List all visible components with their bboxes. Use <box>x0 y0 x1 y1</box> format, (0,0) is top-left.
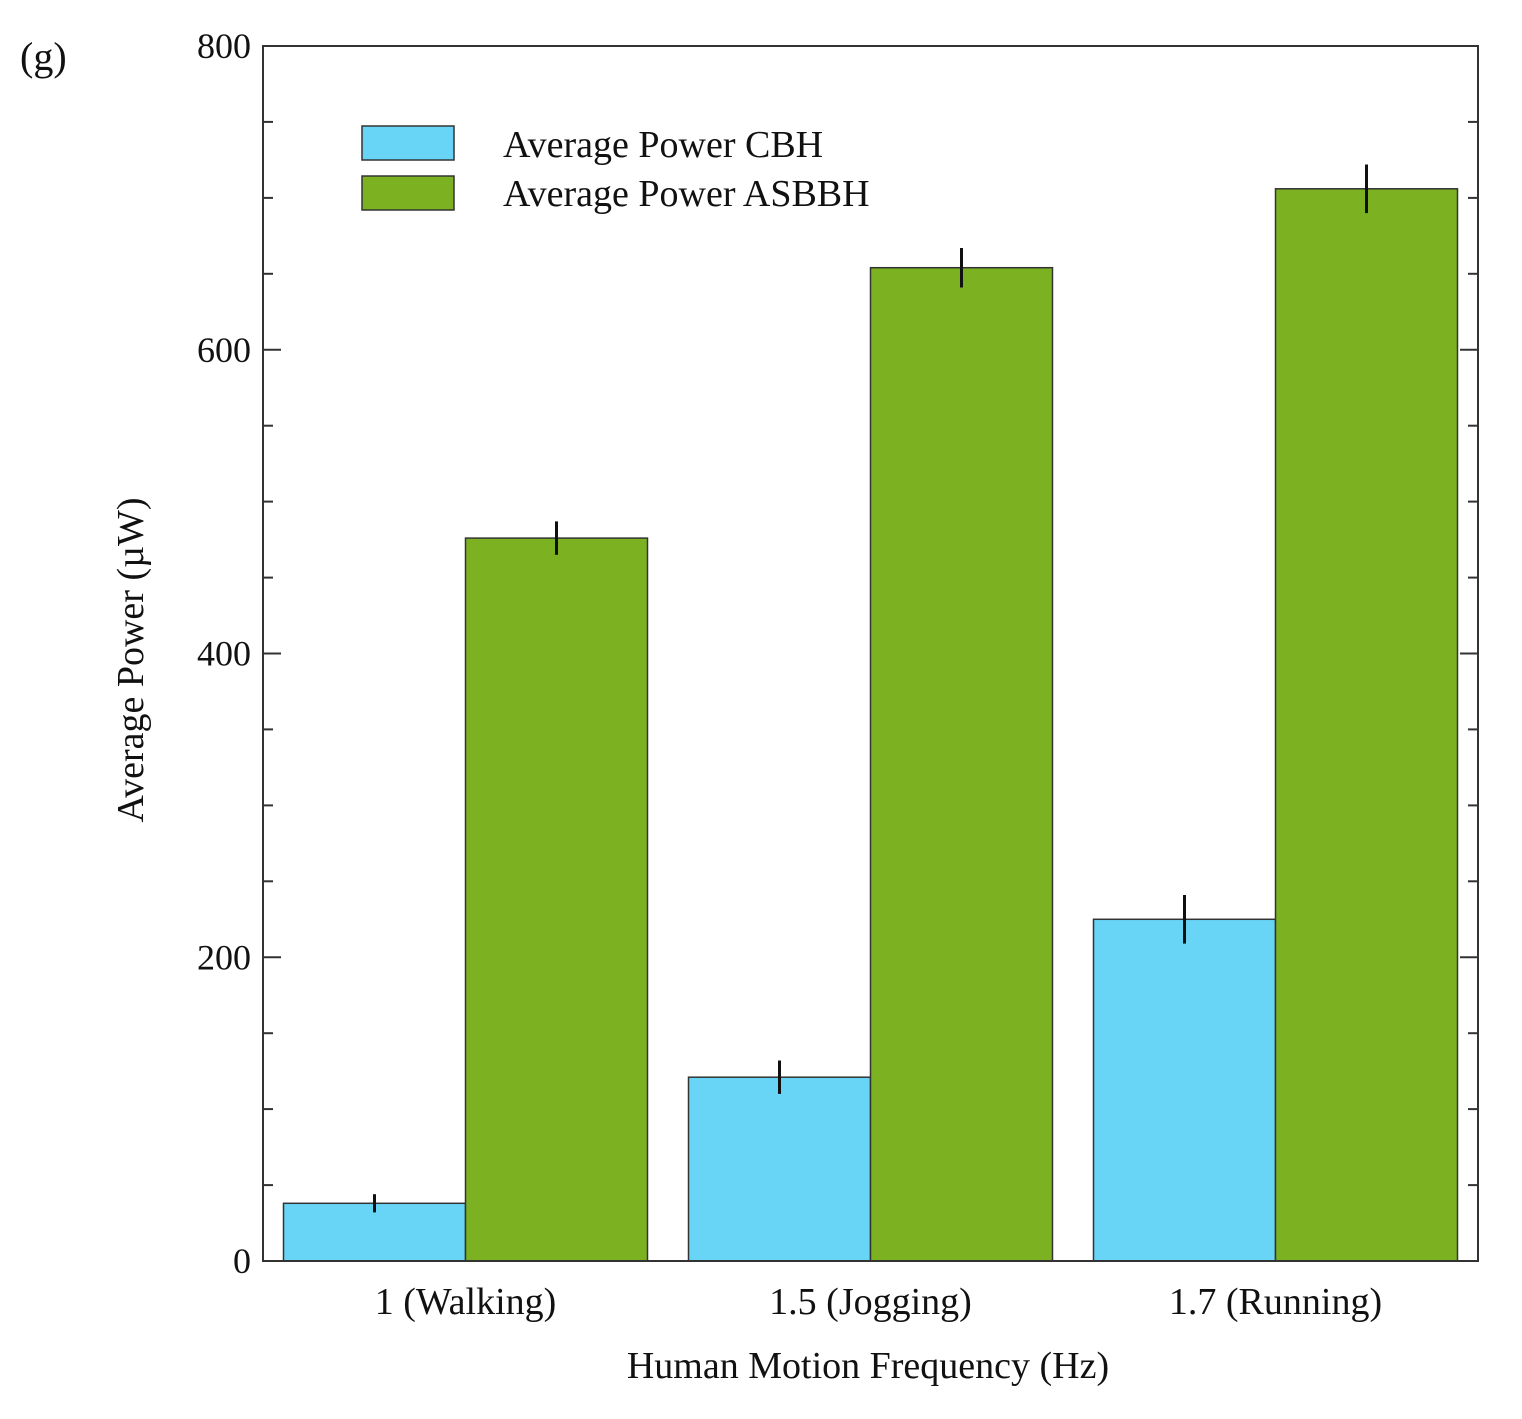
legend-label-cbh: Average Power CBH <box>503 124 823 166</box>
legend-label-asbbh: Average Power ASBBH <box>503 173 870 215</box>
y-tick-label: 0 <box>233 1241 251 1281</box>
bar-average-power-asbbh-2 <box>869 266 1054 1262</box>
x-tick-label: 1.7 (Running) <box>1169 1281 1382 1323</box>
y-tick-label: 200 <box>197 937 251 977</box>
bar-average-power-cbh-1 <box>282 1202 467 1262</box>
legend: Average Power CBH Average Power ASBBH <box>361 124 870 215</box>
x-tick-label: 1.5 (Jogging) <box>769 1281 972 1323</box>
plot-area <box>282 164 1459 1262</box>
panel-label: (g) <box>20 34 67 79</box>
y-tick-label: 400 <box>197 634 251 674</box>
x-tick-label: 1 (Walking) <box>375 1281 557 1323</box>
bar-average-power-cbh-3 <box>1092 918 1277 1262</box>
plot-frame <box>262 45 1479 1262</box>
y-tick-label: 600 <box>197 330 251 370</box>
bar-average-power-cbh-2 <box>687 1076 872 1262</box>
x-axis: 1 (Walking) 1.5 (Jogging) 1.7 (Running) <box>375 1281 1382 1323</box>
bar-average-power-asbbh-3 <box>1274 188 1459 1262</box>
legend-swatch-cbh <box>361 125 455 161</box>
bar-average-power-asbbh-1 <box>464 537 649 1262</box>
legend-swatch-asbbh <box>361 175 455 211</box>
y-tick-label: 800 <box>197 26 251 66</box>
y-axis: 0 200 400 600 800 <box>197 26 1478 1281</box>
x-axis-title: Human Motion Frequency (Hz) <box>627 1345 1109 1387</box>
y-axis-title: Average Power (µW) <box>110 497 152 822</box>
